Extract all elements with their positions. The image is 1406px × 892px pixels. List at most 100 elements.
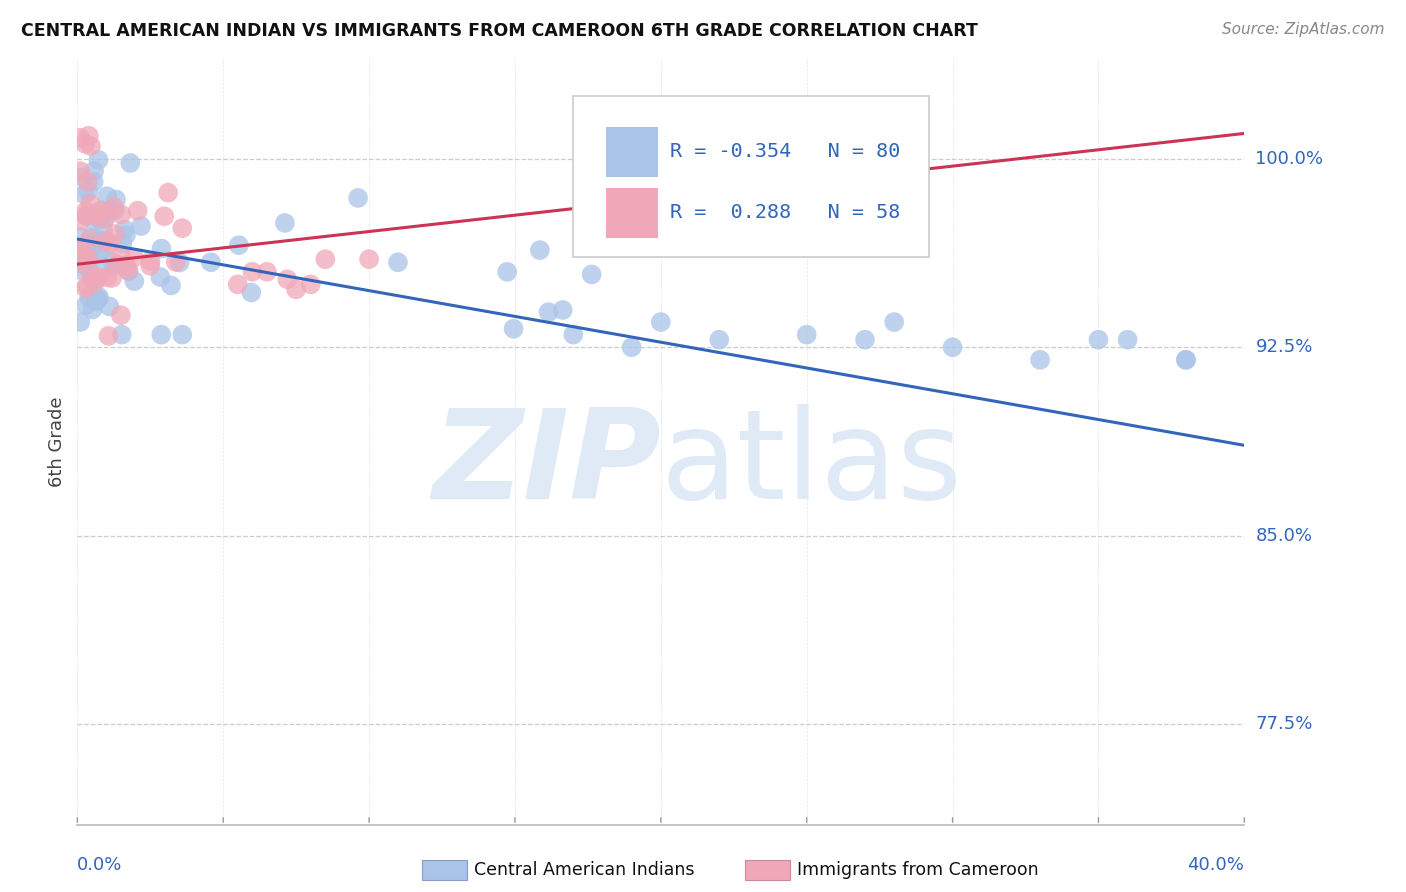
Point — [165, 255, 187, 269]
Point — [73, 187, 96, 202]
Point — [101, 271, 124, 285]
Text: 85.0%: 85.0% — [1256, 527, 1312, 545]
Point — [90, 211, 112, 225]
Text: 92.5%: 92.5% — [1256, 338, 1313, 356]
Point — [796, 327, 818, 342]
Point — [77, 252, 100, 266]
Point — [75, 257, 97, 271]
Point — [200, 255, 222, 269]
Point — [69, 262, 91, 277]
Point — [83, 175, 105, 189]
Point — [84, 294, 107, 309]
Point — [172, 327, 194, 342]
Point — [357, 252, 380, 267]
Point — [110, 308, 132, 322]
Point — [86, 208, 108, 222]
Point — [153, 209, 176, 223]
Point — [93, 233, 115, 247]
Point — [75, 298, 97, 312]
Point — [114, 222, 136, 236]
Point — [75, 209, 97, 223]
Point — [104, 203, 127, 218]
Point — [77, 262, 100, 277]
Text: Central American Indians: Central American Indians — [474, 861, 695, 879]
Point — [69, 130, 91, 145]
Point — [96, 189, 118, 203]
Point — [115, 228, 138, 243]
Point — [314, 252, 336, 267]
Point — [117, 263, 139, 277]
Point — [91, 224, 114, 238]
Point — [72, 170, 94, 185]
Point — [80, 139, 103, 153]
Point — [90, 203, 112, 218]
FancyBboxPatch shape — [606, 127, 658, 177]
Point — [883, 315, 905, 329]
Point — [97, 329, 120, 343]
Point — [122, 251, 145, 265]
Point — [620, 340, 643, 354]
Point — [105, 258, 128, 272]
Point — [101, 255, 124, 269]
Point — [240, 285, 263, 300]
Point — [347, 191, 370, 205]
Point — [157, 186, 180, 200]
Point — [537, 305, 560, 319]
Point — [853, 333, 876, 347]
Point — [90, 244, 112, 259]
Point — [76, 175, 98, 189]
Point — [110, 207, 132, 221]
Point — [77, 184, 100, 198]
Point — [69, 251, 91, 265]
Point — [69, 164, 91, 178]
Point — [69, 243, 91, 257]
Point — [226, 277, 249, 292]
Point — [69, 256, 91, 270]
Point — [93, 203, 115, 218]
Point — [76, 278, 98, 293]
Y-axis label: 6th Grade: 6th Grade — [48, 396, 66, 487]
Point — [150, 242, 173, 256]
Point — [129, 219, 152, 233]
FancyBboxPatch shape — [574, 96, 929, 258]
Point — [79, 232, 101, 246]
Point — [73, 249, 96, 263]
Point — [942, 340, 965, 354]
Text: 100.0%: 100.0% — [1256, 150, 1323, 168]
Point — [240, 265, 263, 279]
Point — [111, 327, 134, 342]
Point — [115, 259, 138, 273]
Point — [94, 211, 117, 226]
Point — [91, 260, 114, 275]
Point — [75, 251, 97, 265]
Point — [86, 232, 108, 246]
Point — [117, 264, 139, 278]
Point — [120, 156, 142, 170]
Point — [89, 212, 111, 227]
Point — [96, 235, 118, 249]
Point — [1029, 352, 1052, 367]
Point — [80, 268, 103, 283]
Point — [551, 303, 574, 318]
Point — [172, 221, 194, 235]
Point — [149, 270, 172, 285]
Point — [75, 281, 97, 295]
Point — [69, 230, 91, 244]
Point — [84, 206, 107, 220]
Point — [387, 255, 409, 269]
Point — [76, 209, 98, 223]
Point — [529, 243, 551, 257]
Point — [285, 282, 308, 296]
Point — [83, 214, 105, 228]
Point — [299, 277, 322, 292]
Point — [104, 227, 127, 241]
Point — [84, 236, 107, 251]
Point — [276, 272, 298, 286]
Point — [69, 248, 91, 262]
Point — [581, 268, 603, 282]
Point — [124, 274, 146, 288]
Point — [496, 265, 519, 279]
Text: R = -0.354   N = 80: R = -0.354 N = 80 — [671, 142, 900, 161]
Point — [127, 203, 149, 218]
Point — [96, 270, 118, 285]
